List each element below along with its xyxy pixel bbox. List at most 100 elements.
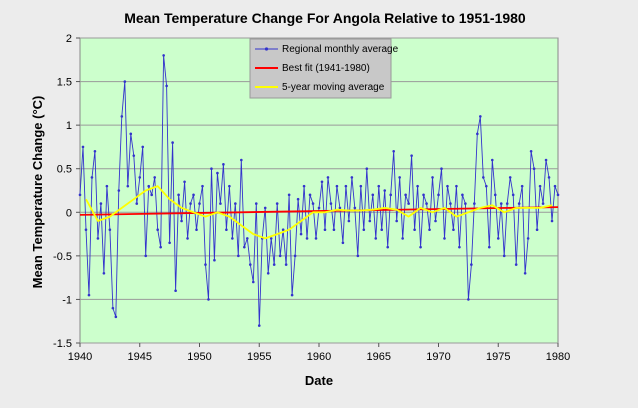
x-tick-labels: 1940 1945 1950 1955 1960 1965 1970 1975 1980 xyxy=(68,351,570,363)
x-tick-label: 1955 xyxy=(247,351,271,363)
data-point-monthly xyxy=(269,237,273,240)
data-point-monthly xyxy=(171,141,174,144)
data-point-monthly xyxy=(434,219,437,223)
data-point-monthly xyxy=(467,298,470,301)
x-tick-label: 1970 xyxy=(426,351,450,363)
data-point-monthly xyxy=(398,176,401,179)
data-point-monthly xyxy=(365,167,369,171)
data-point-monthly xyxy=(490,158,494,162)
data-point-monthly xyxy=(547,176,551,179)
data-point-monthly xyxy=(479,115,482,118)
data-point-monthly xyxy=(308,193,312,197)
data-point-monthly xyxy=(299,232,303,236)
data-point-monthly xyxy=(192,193,195,197)
data-point-monthly xyxy=(496,237,500,240)
data-point-monthly xyxy=(368,219,372,223)
data-point-monthly xyxy=(523,271,527,275)
data-point-monthly xyxy=(461,193,464,197)
data-point-monthly xyxy=(505,202,509,205)
data-point-monthly xyxy=(476,132,479,136)
data-point-monthly xyxy=(278,254,282,258)
legend: Regional monthly average Best fit (1941-… xyxy=(249,38,399,99)
data-point-monthly xyxy=(380,228,384,232)
data-point-monthly xyxy=(458,245,461,249)
data-point-monthly xyxy=(153,176,156,179)
data-point-monthly xyxy=(440,167,443,171)
data-point-monthly xyxy=(272,263,276,266)
data-point-monthly xyxy=(392,149,395,153)
data-point-monthly xyxy=(246,237,249,240)
data-point-monthly xyxy=(99,202,103,205)
data-point-monthly xyxy=(407,202,410,205)
data-point-monthly xyxy=(341,241,345,245)
data-point-monthly xyxy=(428,228,431,232)
data-point-monthly xyxy=(213,258,216,262)
data-point-monthly xyxy=(198,202,201,205)
y-tick-label: 2 xyxy=(66,33,72,45)
data-point-monthly xyxy=(284,263,288,266)
series-line-moving-avg xyxy=(85,185,553,240)
x-tick-label: 1965 xyxy=(367,351,391,363)
x-tick-label: 1940 xyxy=(68,351,92,363)
data-point-monthly xyxy=(207,298,210,301)
data-point-monthly xyxy=(93,149,97,153)
data-point-monthly xyxy=(296,197,300,201)
legend-label-monthly: Regional monthly average xyxy=(282,44,399,55)
data-point-monthly xyxy=(302,184,306,188)
data-point-monthly xyxy=(156,228,159,232)
data-point-monthly xyxy=(281,228,285,232)
data-point-monthly xyxy=(473,202,476,205)
data-point-monthly xyxy=(323,228,327,232)
x-axis-label: Date xyxy=(305,373,333,388)
data-point-monthly xyxy=(410,154,413,157)
y-axis-label: Mean Temperature Change (°C) xyxy=(30,96,45,289)
data-point-monthly xyxy=(290,293,294,297)
data-point-monthly xyxy=(311,202,315,205)
data-point-monthly xyxy=(144,254,148,258)
data-point-monthly xyxy=(177,193,180,197)
y-tick-label: -0.5 xyxy=(53,251,72,263)
data-point-monthly xyxy=(114,315,118,319)
data-point-monthly xyxy=(132,154,136,157)
data-point-monthly xyxy=(541,202,545,205)
data-point-monthly xyxy=(332,228,336,232)
data-point-monthly xyxy=(544,158,548,162)
data-point-monthly xyxy=(293,254,297,258)
data-point-monthly xyxy=(443,237,446,240)
legend-label-moving-avg: 5-year moving average xyxy=(282,82,385,93)
data-point-monthly xyxy=(123,80,127,83)
data-point-monthly xyxy=(105,184,109,188)
legend-label-best-fit: Best fit (1941-1980) xyxy=(282,63,370,74)
data-point-monthly xyxy=(520,184,524,188)
data-point-monthly xyxy=(350,176,354,179)
data-point-monthly xyxy=(395,219,398,223)
data-point-monthly xyxy=(168,241,171,245)
data-point-monthly xyxy=(452,228,455,232)
data-point-monthly xyxy=(87,293,91,297)
data-point-monthly xyxy=(550,219,554,223)
data-point-monthly xyxy=(485,184,488,188)
data-point-monthly xyxy=(371,193,375,197)
y-tick-label: 1.5 xyxy=(57,77,72,89)
data-point-monthly xyxy=(413,228,416,232)
data-point-monthly xyxy=(419,245,422,249)
data-point-monthly xyxy=(111,306,115,310)
data-point-monthly xyxy=(96,237,100,240)
y-tick-labels: -1.5 -1 -0.5 0 0.5 1 1.5 2 xyxy=(53,33,72,350)
data-point-monthly xyxy=(231,237,234,240)
data-point-monthly xyxy=(517,202,521,205)
data-point-monthly xyxy=(257,324,261,327)
data-point-monthly xyxy=(186,237,189,240)
data-point-monthly xyxy=(335,184,339,188)
data-point-monthly xyxy=(356,254,360,258)
data-point-monthly xyxy=(347,219,351,223)
data-point-monthly xyxy=(305,237,309,240)
data-point-monthly xyxy=(266,271,270,275)
x-tick-label: 1960 xyxy=(307,351,331,363)
data-point-monthly xyxy=(225,228,228,232)
data-point-monthly xyxy=(108,228,112,232)
data-point-monthly xyxy=(374,237,378,240)
data-point-monthly xyxy=(234,202,237,205)
data-point-monthly xyxy=(529,149,533,153)
